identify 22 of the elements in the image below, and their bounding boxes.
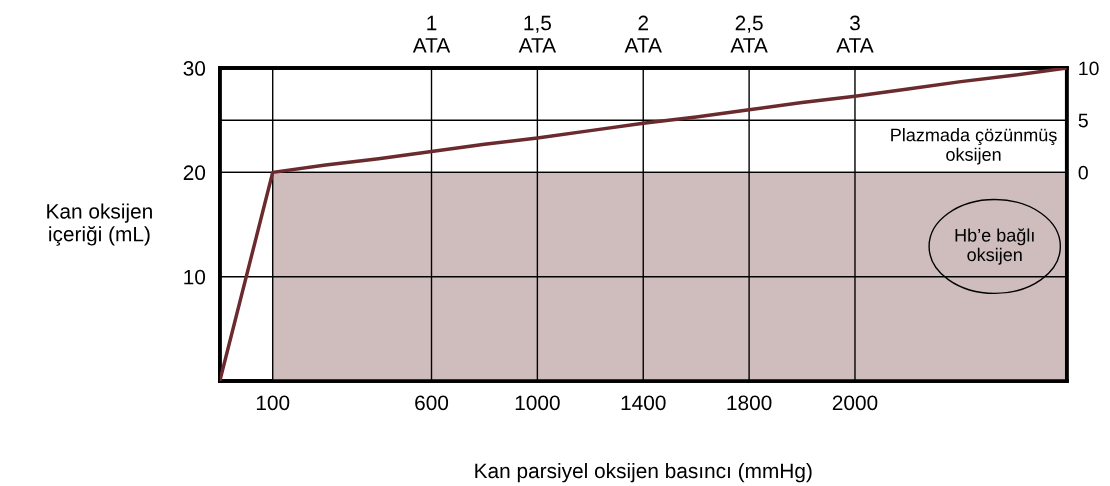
y2-tick-label: 0 [1078,165,1088,180]
y2-tick-label: 5 [1078,113,1088,128]
y-axis-title: Kan oksijen içeriği (mL) [47,203,152,246]
y-tick-label: 30 [183,61,206,76]
line-series [219,68,1067,382]
x-tick-label: 1800 [727,395,772,411]
x-tick-label: 600 [415,395,449,411]
x2-tick-label: 2 ATA [624,15,662,53]
y2-tick-label: 10 [1079,61,1099,76]
x-tick-label: 2000 [832,395,878,411]
x-tick-label: 1400 [621,395,666,411]
x2-tick-label: 1 ATA [412,15,451,53]
x-axis-title: Kan parsiyel oksijen basıncı (mmHg) [475,462,812,483]
y-tick-label: 10 [184,269,206,285]
x2-tick-label: 3 ATA [836,15,874,53]
x-tick-label: 1000 [515,395,560,411]
annotation: Hb’e bağlı oksijen [955,228,1034,265]
x-tick-label: 100 [256,395,290,411]
x2-tick-label: 2,5 ATA [730,15,768,53]
annotation: Plazmada çözünmüş oksijen [891,128,1057,165]
x2-tick-label: 1,5 ATA [518,15,557,53]
y-tick-label: 20 [183,165,206,181]
